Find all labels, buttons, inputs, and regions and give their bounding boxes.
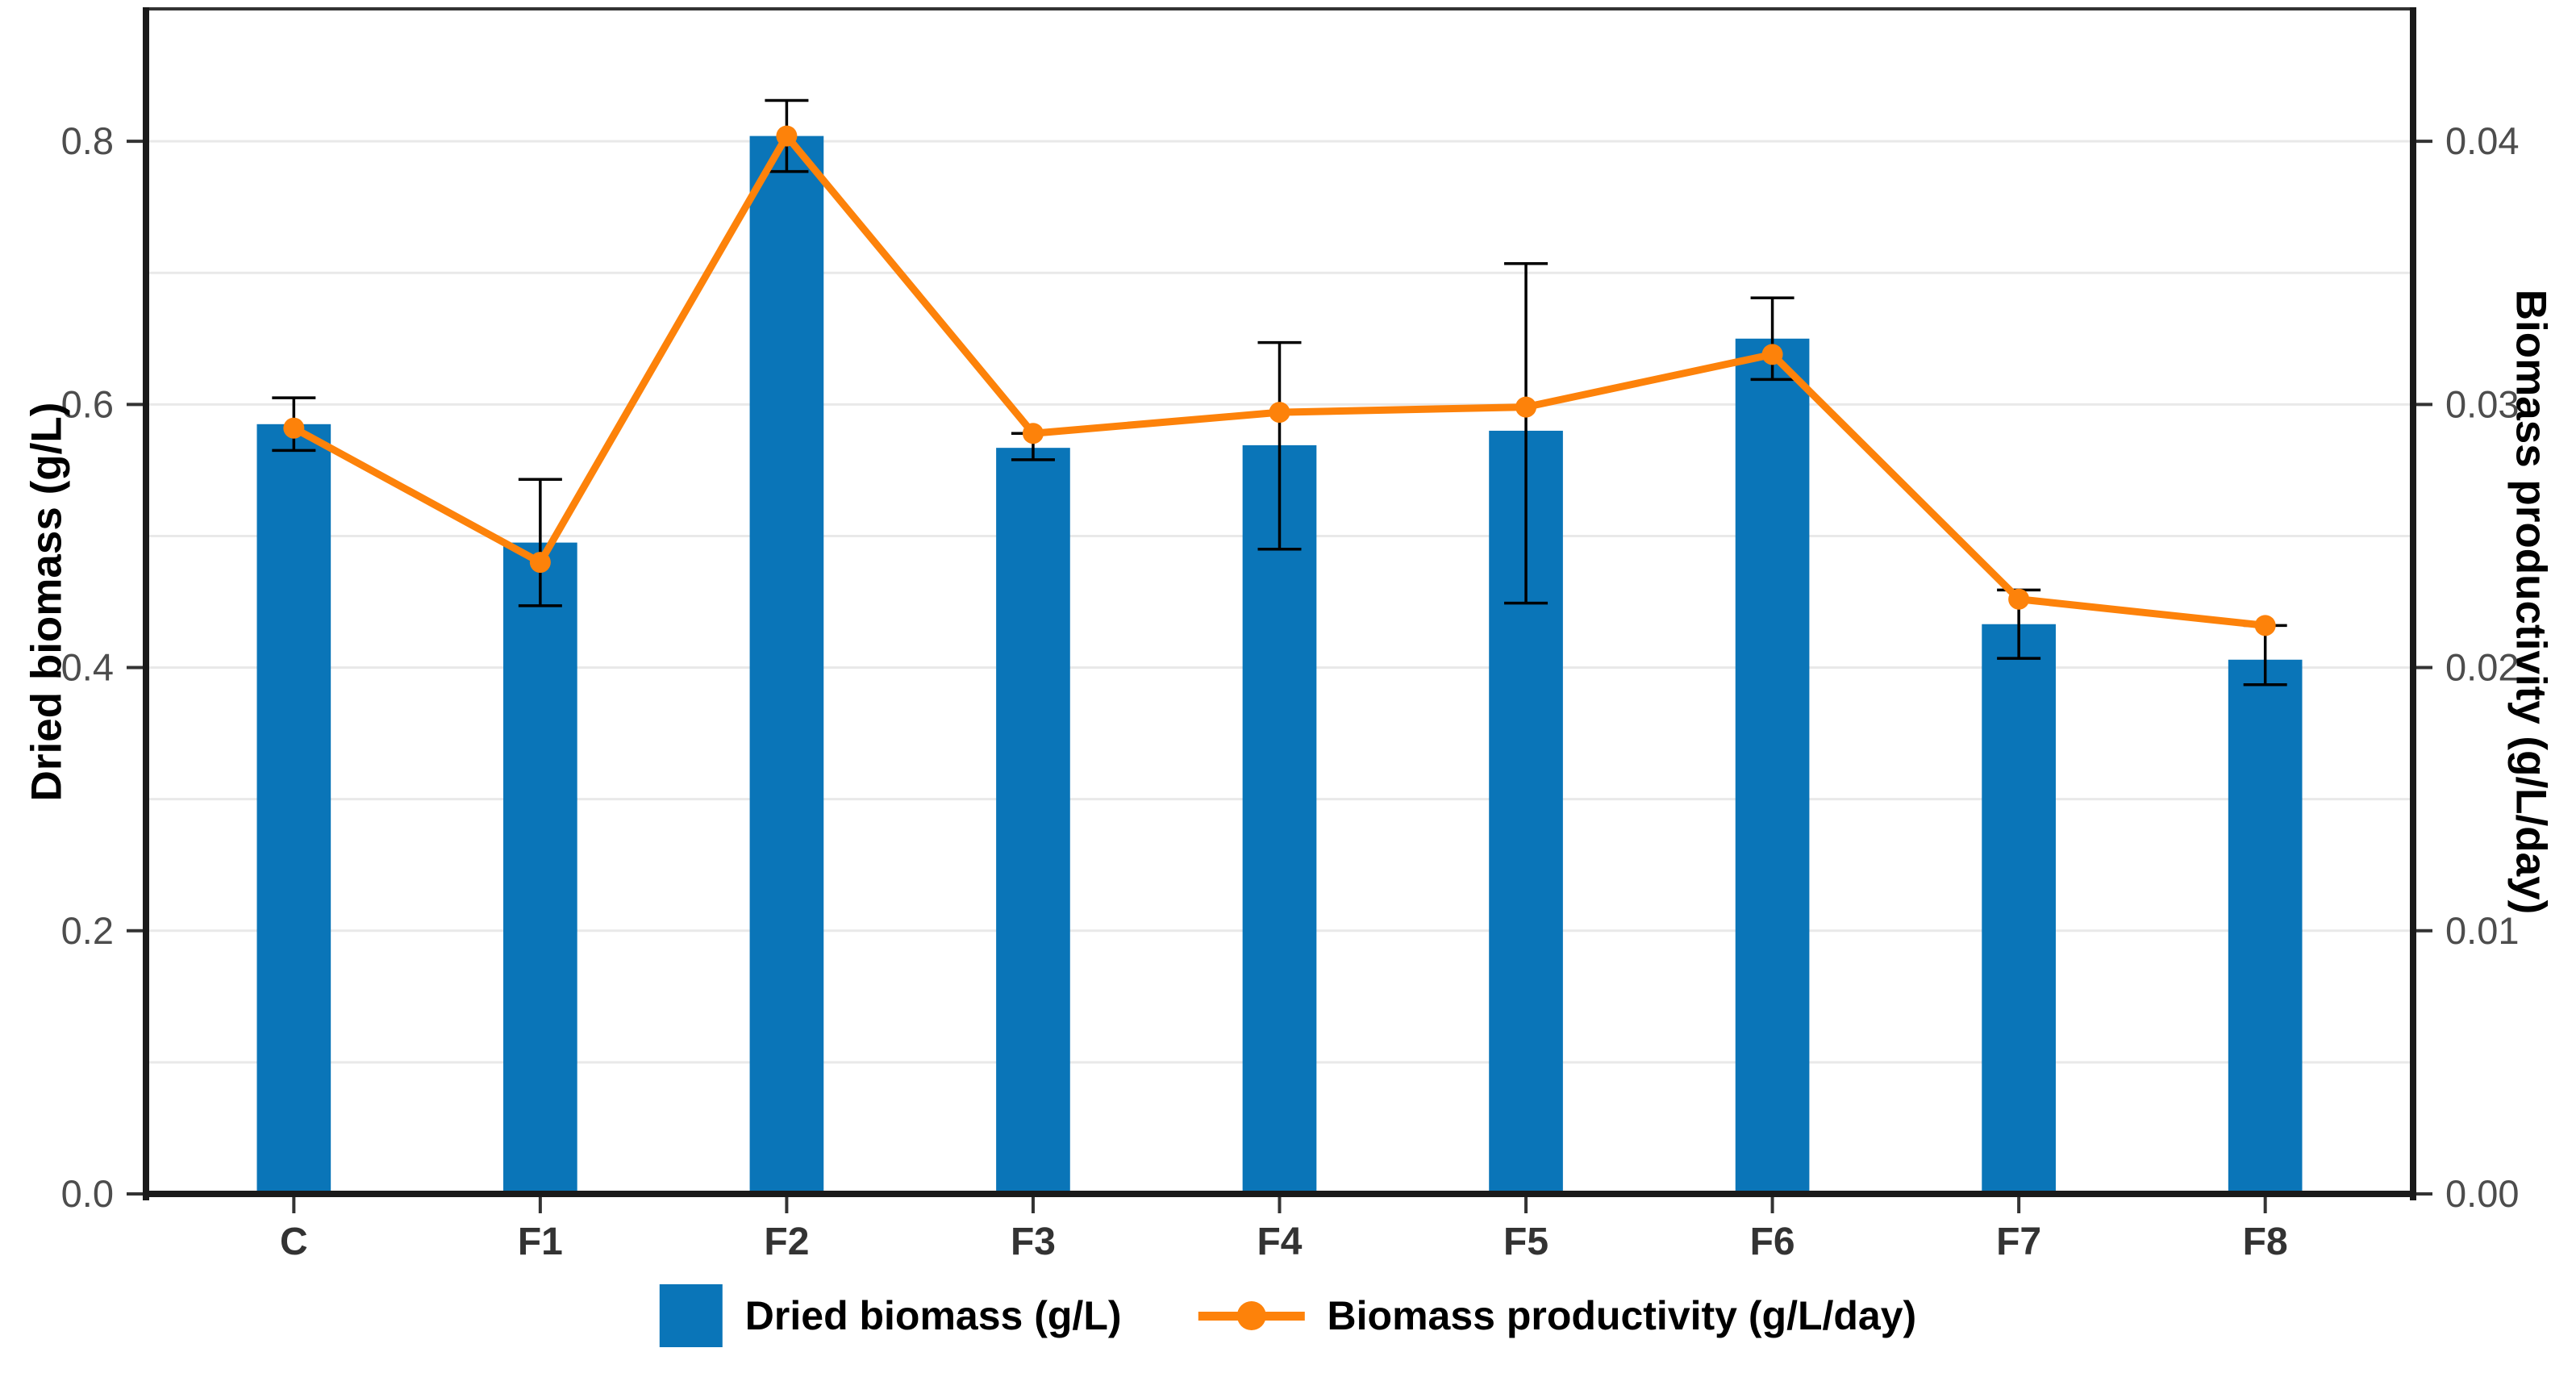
left-tick-label: 0.8 bbox=[61, 119, 114, 162]
x-tick-label-F8: F8 bbox=[2243, 1221, 2288, 1263]
bar-F7 bbox=[1982, 624, 2056, 1194]
bar-C bbox=[256, 424, 331, 1194]
right-tick-label: 0.04 bbox=[2445, 119, 2519, 162]
line-point-F7 bbox=[2008, 588, 2030, 610]
bar-F6 bbox=[1735, 338, 1810, 1194]
x-axis-line bbox=[143, 1191, 2416, 1197]
line-point-F4 bbox=[1269, 402, 1290, 424]
left-tick-label: 0.4 bbox=[61, 646, 114, 689]
line-point-F5 bbox=[1515, 396, 1537, 418]
left-tick-label: 0.0 bbox=[61, 1172, 114, 1215]
right-tick-label: 0.01 bbox=[2445, 909, 2519, 952]
bar-swatch-icon bbox=[659, 1284, 723, 1347]
legend-item-productivity: Biomass productivity (g/L/day) bbox=[1198, 1292, 1917, 1339]
left-tick-label: 0.6 bbox=[61, 382, 114, 425]
x-tick-label-F4: F4 bbox=[1257, 1221, 1302, 1263]
bar-F1 bbox=[503, 542, 577, 1194]
line-point-F3 bbox=[1022, 423, 1044, 444]
line-point-F2 bbox=[776, 125, 798, 147]
bar-F2 bbox=[749, 136, 824, 1194]
x-tick-label-F5: F5 bbox=[1503, 1221, 1549, 1263]
y-axis-line-right bbox=[2410, 7, 2416, 1200]
right-tick-label: 0.00 bbox=[2445, 1172, 2519, 1215]
right-tick-label: 0.02 bbox=[2445, 646, 2519, 689]
legend-item-dried-biomass: Dried biomass (g/L) bbox=[659, 1284, 1122, 1347]
x-tick-label-F6: F6 bbox=[1750, 1221, 1795, 1263]
line-dot-swatch-icon bbox=[1198, 1300, 1305, 1330]
line-point-F8 bbox=[2254, 615, 2276, 636]
x-tick-label-C: C bbox=[280, 1221, 308, 1263]
line-point-F6 bbox=[1761, 344, 1783, 365]
right-axis-title: Biomass productivity (g/L/day) bbox=[2507, 289, 2555, 915]
line-dot-marker-icon bbox=[1236, 1300, 1266, 1330]
left-axis-title: Dried biomass (g/L) bbox=[23, 402, 71, 802]
right-tick-label: 0.03 bbox=[2445, 382, 2519, 425]
legend-label-productivity: Biomass productivity (g/L/day) bbox=[1327, 1293, 1917, 1338]
y-axis-line-left bbox=[143, 7, 149, 1200]
left-tick-label: 0.2 bbox=[61, 909, 114, 952]
x-tick-label-F1: F1 bbox=[518, 1221, 563, 1263]
bar-F4 bbox=[1242, 444, 1317, 1194]
x-tick-label-F2: F2 bbox=[764, 1221, 809, 1263]
line-point-C bbox=[283, 417, 305, 439]
panel-top-border bbox=[143, 7, 2416, 10]
bar-F3 bbox=[996, 448, 1070, 1194]
line-point-F1 bbox=[529, 552, 551, 574]
legend: Dried biomass (g/L) Biomass productivity… bbox=[659, 1284, 1917, 1347]
bar-F8 bbox=[2228, 659, 2303, 1194]
legend-label-dried-biomass: Dried biomass (g/L) bbox=[744, 1293, 1122, 1338]
x-tick-label-F3: F3 bbox=[1011, 1221, 1056, 1263]
x-tick-label-F7: F7 bbox=[1996, 1221, 2041, 1263]
